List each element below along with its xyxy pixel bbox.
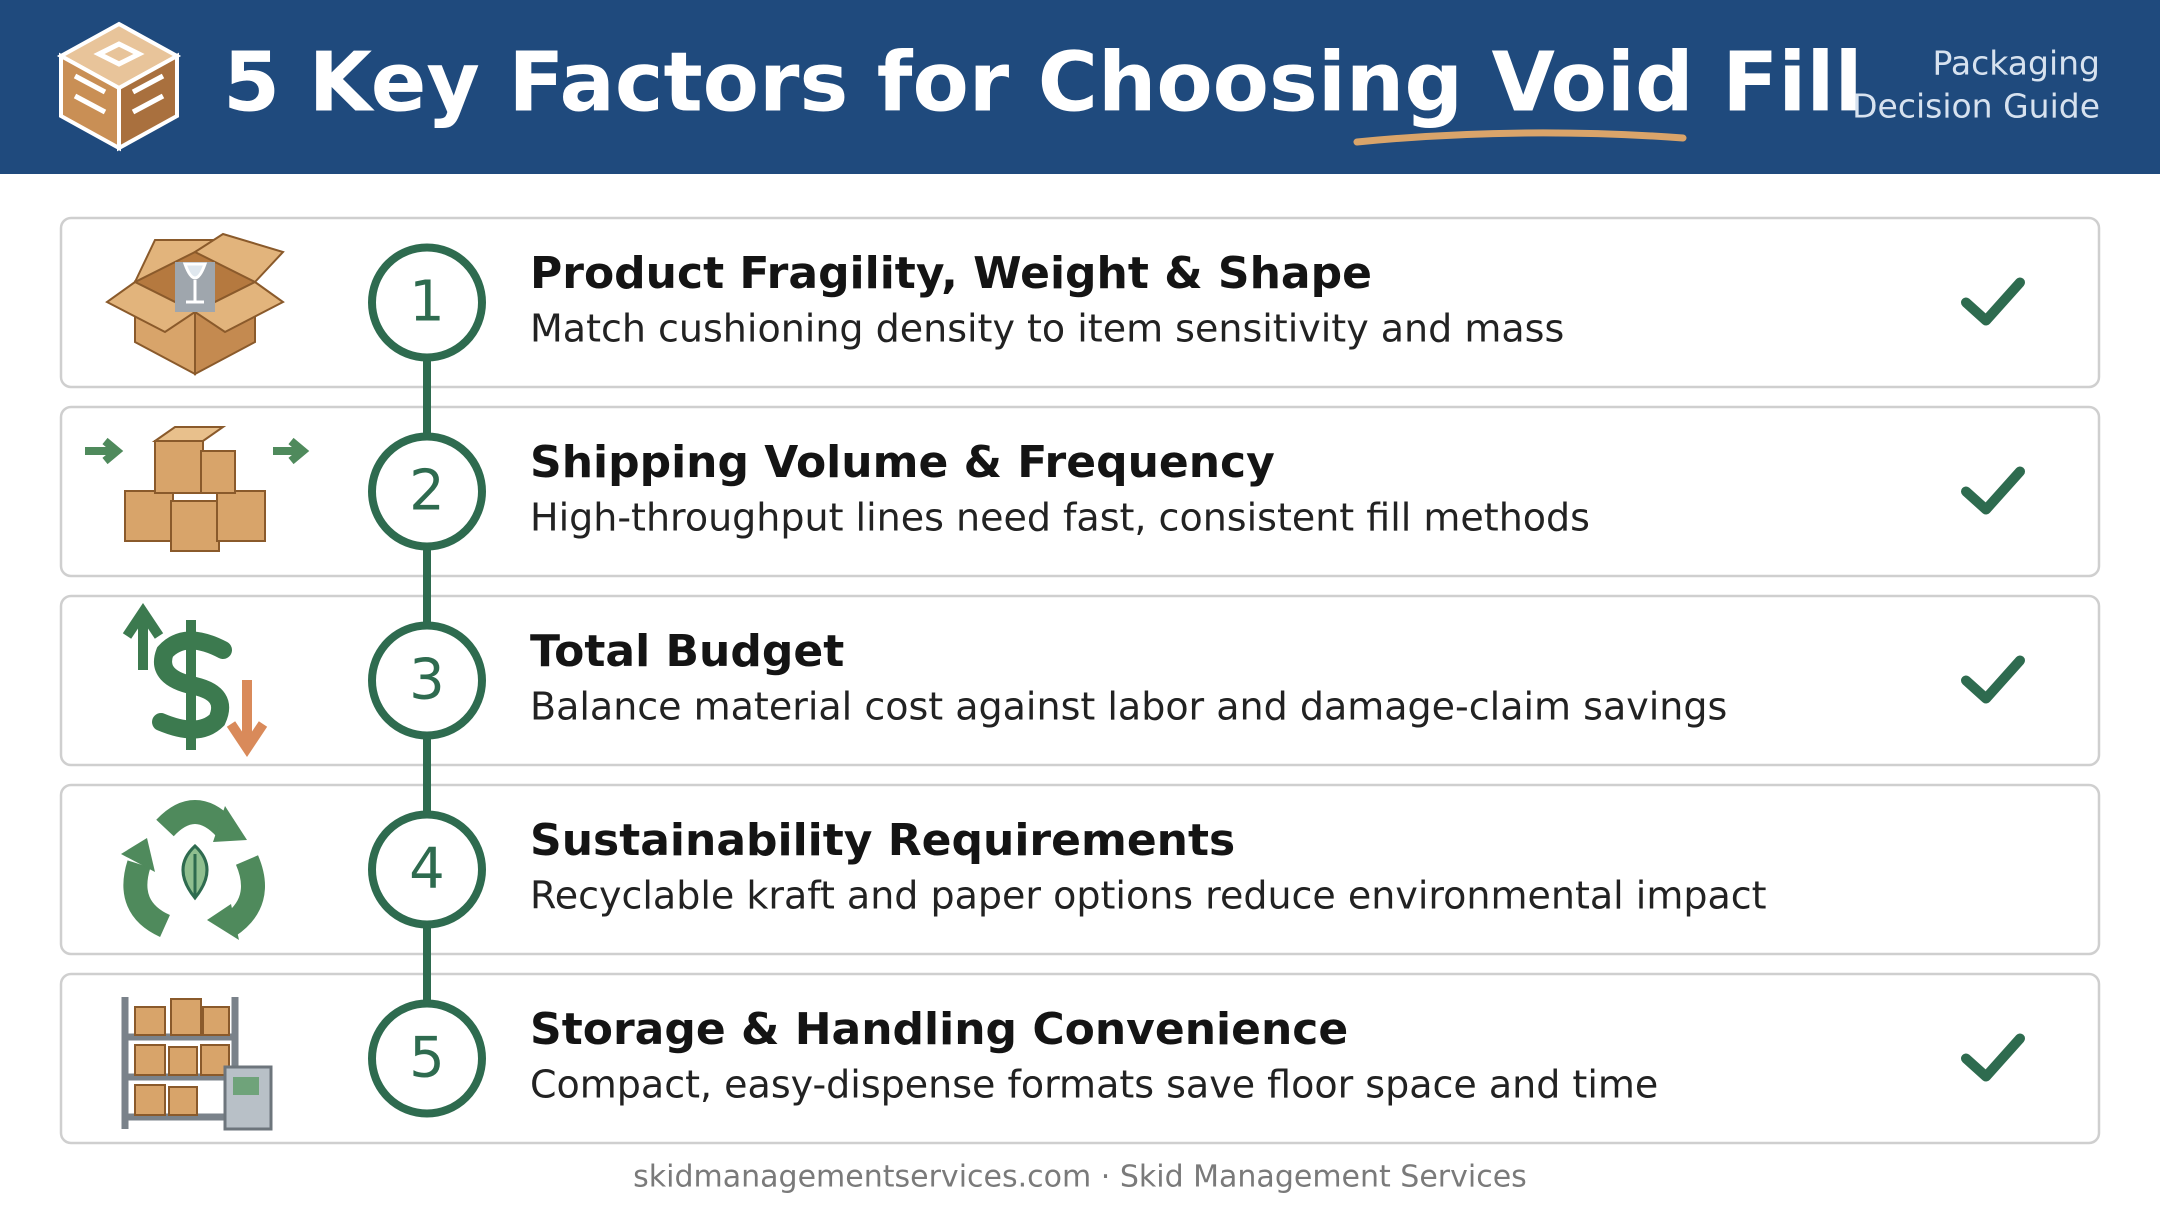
step-number: 2: [409, 459, 445, 524]
icon-box: [105, 232, 285, 376]
step-circle: [368, 243, 486, 362]
item-description: Match cushioning density to item sensiti…: [530, 307, 1564, 351]
card: [59, 594, 2101, 767]
step-number: 4: [409, 837, 445, 902]
step-circle: [368, 810, 486, 929]
card: [59, 783, 2101, 956]
icon-boxes: [85, 426, 310, 552]
step-circle: [368, 621, 486, 740]
step-number: 3: [409, 648, 445, 713]
item-description: Recyclable kraft and paper options reduc…: [530, 874, 1767, 918]
footer: skidmanagementservices.com · Skid Manage…: [633, 1160, 1527, 1195]
card-list: [59, 216, 2101, 1145]
check-mark: [1961, 277, 2025, 326]
subtitle-line: Packaging: [1932, 44, 2100, 83]
step-circle: [368, 432, 486, 551]
item-description: Balance material cost against labor and …: [530, 685, 1727, 729]
step-circle: [368, 999, 486, 1118]
title: 5 Key Factors for Choosing Void Fill: [223, 35, 1863, 130]
icon-storage: [121, 997, 273, 1131]
step-number: 1: [409, 270, 445, 335]
item-title: Sustainability Requirements: [530, 815, 1235, 866]
check-mark: [1961, 655, 2025, 704]
card: [59, 405, 2101, 578]
check-mark: [1961, 466, 2025, 515]
item-title: Total Budget: [530, 626, 844, 677]
logo: [56, 21, 182, 152]
markers: 1 Product Fragility, Weight & Shape Match …: [368, 243, 2025, 1118]
card: [59, 216, 2101, 389]
item-description: High-throughput lines need fast, consist…: [530, 496, 1590, 540]
header-bar: [0, 0, 2160, 174]
step-number: 5: [409, 1026, 445, 1091]
item-title: Storage & Handling Convenience: [530, 1004, 1348, 1055]
card: [59, 972, 2101, 1145]
icon-budget: [122, 602, 268, 758]
check-mark: [1961, 1033, 2025, 1082]
title-underline: [1353, 129, 1687, 146]
item-description: Compact, easy-dispense formats save floo…: [530, 1063, 1658, 1107]
icon-recycle: [121, 800, 265, 940]
subtitle-line: Decision Guide: [1852, 87, 2100, 126]
item-title: Shipping Volume & Frequency: [530, 437, 1275, 488]
item-title: Product Fragility, Weight & Shape: [530, 248, 1372, 299]
